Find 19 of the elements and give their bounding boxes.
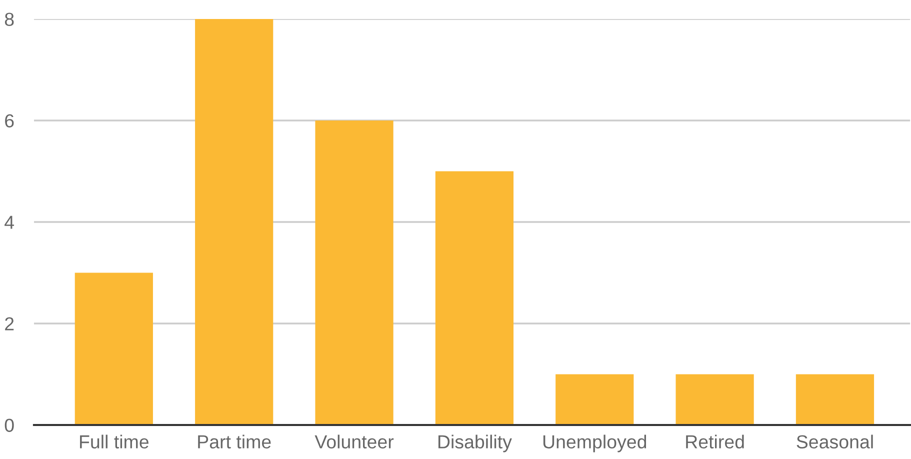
x-tick-label: Seasonal [796, 434, 873, 448]
x-tick-label: Volunteer [314, 434, 394, 448]
y-tick-label: 0 [4, 418, 14, 432]
bar [435, 171, 514, 425]
x-tick-label: Part time [198, 434, 271, 448]
x-tick-label: Disability [438, 434, 512, 452]
bar [315, 120, 394, 425]
bar [556, 374, 634, 425]
bar [195, 19, 274, 425]
bar [796, 374, 874, 425]
x-tick-label: Retired [686, 434, 744, 448]
x-tick-label: Unemployed [543, 434, 646, 452]
bar [74, 272, 153, 425]
y-tick-label: 6 [5, 114, 14, 128]
y-tick-label: 2 [5, 317, 14, 330]
y-tick-label: 8 [4, 12, 14, 26]
bar [676, 374, 754, 425]
y-tick-label: 4 [4, 216, 14, 229]
x-tick-label: Full time [80, 434, 149, 448]
